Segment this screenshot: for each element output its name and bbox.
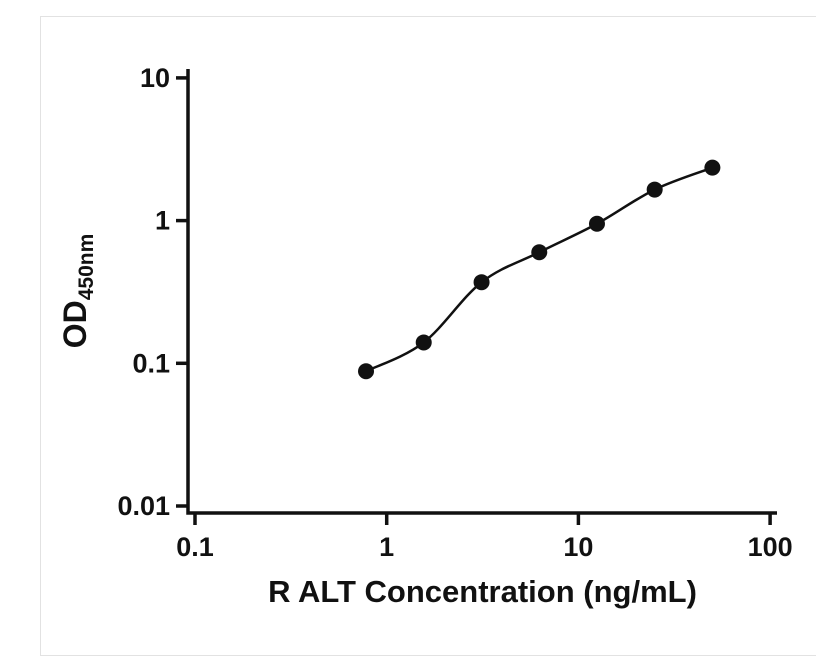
data-point	[646, 181, 663, 198]
data-point	[588, 215, 605, 232]
data-point	[531, 244, 548, 261]
y-tick-label: 10	[140, 63, 170, 93]
x-tick-label: 100	[748, 532, 793, 562]
y-tick-label: 0.1	[132, 348, 170, 378]
data-point	[415, 334, 432, 351]
data-point	[704, 159, 721, 176]
data-point	[473, 274, 490, 291]
data-point	[358, 363, 375, 380]
axis-lines	[186, 69, 777, 515]
y-tick-label: 0.01	[117, 491, 170, 521]
x-tick-label: 0.1	[176, 532, 214, 562]
y-tick-label: 1	[155, 206, 170, 236]
y-axis-title: OD450nm	[57, 234, 98, 349]
x-tick-label: 10	[563, 532, 593, 562]
x-tick-label: 1	[379, 532, 394, 562]
x-axis-title: R ALT Concentration (ng/mL)	[268, 574, 697, 609]
elisa-standard-curve-figure: 0.1 1 10 100 0.01 0.1 1 10 R ALT Concentration (…	[40, 16, 816, 656]
